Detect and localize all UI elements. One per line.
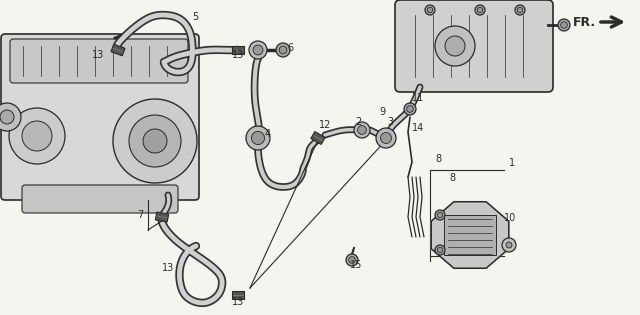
Circle shape: [437, 247, 443, 253]
Circle shape: [445, 36, 465, 56]
Circle shape: [143, 129, 167, 153]
Text: 13: 13: [162, 263, 174, 273]
Circle shape: [558, 19, 570, 31]
Text: FR.: FR.: [573, 15, 596, 28]
Text: 8: 8: [435, 154, 441, 164]
Text: 15: 15: [350, 260, 362, 270]
Circle shape: [561, 22, 567, 28]
Bar: [311, 132, 325, 145]
Circle shape: [9, 108, 65, 164]
Text: 6: 6: [287, 43, 293, 53]
Circle shape: [246, 126, 270, 150]
Text: 1: 1: [509, 158, 515, 168]
Circle shape: [358, 126, 366, 135]
Circle shape: [249, 41, 267, 59]
Text: 13: 13: [232, 297, 244, 307]
Text: 3: 3: [387, 117, 393, 127]
Circle shape: [354, 122, 370, 138]
Bar: [156, 212, 168, 222]
Circle shape: [477, 7, 483, 13]
Circle shape: [0, 110, 14, 124]
Text: 13: 13: [92, 50, 104, 60]
Circle shape: [425, 5, 435, 15]
Text: 10: 10: [504, 213, 516, 223]
Circle shape: [437, 212, 443, 218]
Text: 14: 14: [412, 123, 424, 133]
FancyBboxPatch shape: [1, 34, 199, 200]
Circle shape: [376, 128, 396, 148]
Polygon shape: [431, 202, 509, 268]
Circle shape: [252, 131, 264, 145]
Bar: [111, 44, 125, 56]
Text: 5: 5: [192, 12, 198, 22]
Circle shape: [515, 5, 525, 15]
FancyBboxPatch shape: [22, 185, 178, 213]
Circle shape: [435, 26, 475, 66]
Text: 4: 4: [265, 129, 271, 139]
Circle shape: [253, 45, 263, 55]
FancyBboxPatch shape: [444, 215, 496, 255]
Text: 7: 7: [137, 210, 143, 220]
Circle shape: [346, 254, 358, 266]
Circle shape: [129, 115, 181, 167]
FancyBboxPatch shape: [10, 39, 188, 83]
Circle shape: [435, 245, 445, 255]
Circle shape: [404, 103, 416, 115]
Text: 8: 8: [449, 173, 455, 183]
Text: 12: 12: [319, 120, 331, 130]
Circle shape: [428, 7, 433, 13]
Circle shape: [276, 43, 290, 57]
Text: 13: 13: [232, 50, 244, 60]
Circle shape: [435, 210, 445, 220]
Circle shape: [502, 238, 516, 252]
Circle shape: [0, 103, 21, 131]
Bar: [232, 46, 244, 54]
Bar: [232, 291, 244, 299]
Circle shape: [475, 5, 485, 15]
Circle shape: [406, 106, 413, 112]
FancyBboxPatch shape: [395, 0, 553, 92]
Circle shape: [506, 242, 512, 248]
Circle shape: [381, 133, 392, 144]
Circle shape: [22, 121, 52, 151]
Circle shape: [517, 7, 523, 13]
Circle shape: [279, 46, 287, 54]
Circle shape: [113, 99, 197, 183]
Text: 9: 9: [379, 107, 385, 117]
Circle shape: [349, 257, 355, 263]
Text: 2: 2: [355, 117, 361, 127]
Text: 11: 11: [412, 93, 424, 103]
